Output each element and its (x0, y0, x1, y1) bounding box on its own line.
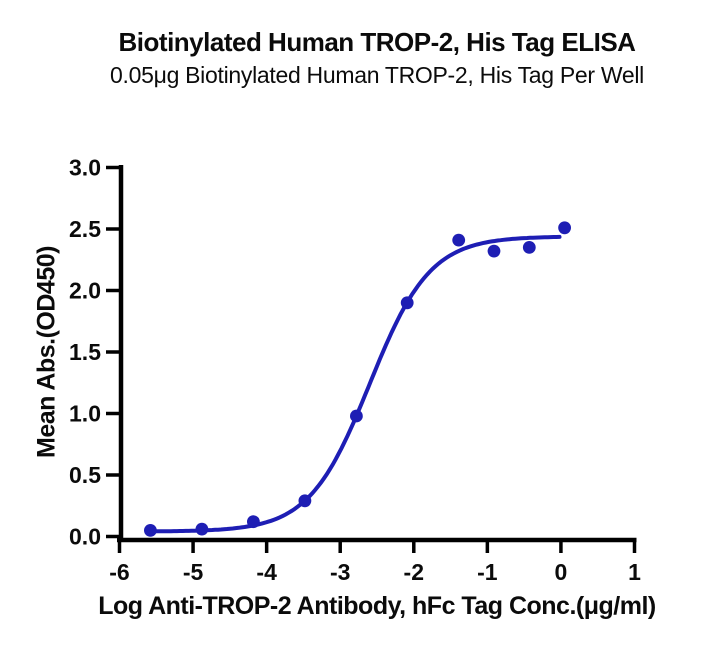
chart-subtitle: 0.05μg Biotinylated Human TROP-2, His Ta… (110, 62, 644, 88)
y-tick-label: 0.5 (69, 462, 101, 488)
x-tick-label: -2 (404, 559, 424, 585)
x-tick-label: -6 (109, 559, 129, 585)
y-tick-label: 2.5 (69, 216, 101, 242)
data-point (195, 522, 209, 536)
data-point (558, 221, 571, 235)
x-axis-label: Log Anti-TROP-2 Antibody, hFc Tag Conc.(… (98, 592, 656, 620)
data-point (452, 233, 466, 247)
y-tick-label: 1.0 (69, 401, 101, 427)
y-tick-label: 2.0 (69, 278, 101, 304)
data-point (400, 296, 414, 310)
x-tick-label: -1 (477, 559, 498, 585)
x-tick-label: 1 (628, 559, 641, 585)
y-tick-label: 3.0 (69, 155, 101, 181)
x-tick-label: -5 (183, 559, 204, 585)
fit-curve (148, 234, 562, 534)
data-point (298, 494, 312, 508)
data-point (522, 241, 536, 254)
y-tick-label: 0.0 (69, 524, 101, 550)
x-tick-label: -4 (256, 559, 277, 585)
data-point (247, 515, 260, 529)
chart-title: Biotinylated Human TROP-2, His Tag ELISA (118, 27, 636, 57)
data-point (144, 524, 157, 537)
data-point (350, 409, 363, 423)
x-tick-label: 0 (555, 559, 568, 585)
x-tick-label: -3 (330, 559, 350, 585)
data-point (487, 244, 501, 258)
y-tick-label: 1.5 (69, 339, 101, 365)
